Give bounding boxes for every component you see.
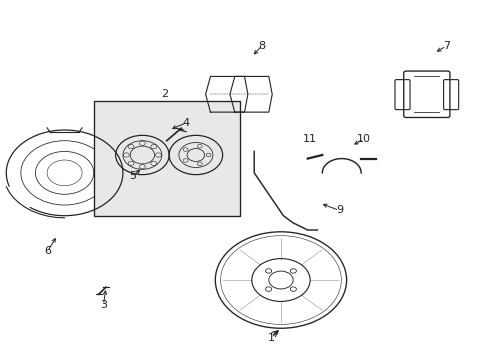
Text: 7: 7 bbox=[442, 41, 449, 51]
Text: 6: 6 bbox=[44, 247, 51, 256]
Text: 9: 9 bbox=[335, 205, 342, 215]
Text: 11: 11 bbox=[303, 134, 317, 144]
Text: 1: 1 bbox=[267, 333, 274, 343]
Text: 3: 3 bbox=[100, 300, 107, 310]
Text: 4: 4 bbox=[182, 118, 189, 128]
Text: 8: 8 bbox=[258, 41, 264, 51]
Text: 5: 5 bbox=[129, 171, 136, 181]
Text: 10: 10 bbox=[356, 134, 370, 144]
Text: 2: 2 bbox=[161, 89, 167, 99]
FancyBboxPatch shape bbox=[94, 102, 239, 216]
